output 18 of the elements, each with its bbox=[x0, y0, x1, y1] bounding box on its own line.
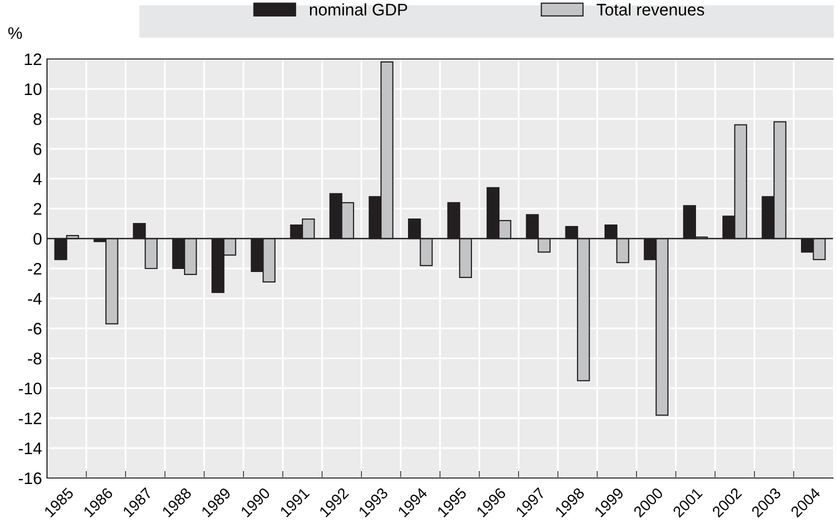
legend-label: Total revenues bbox=[596, 3, 704, 16]
y-tick-label: 4 bbox=[33, 173, 42, 185]
y-tick-label: 0 bbox=[34, 232, 42, 245]
y-tick-label: 2 bbox=[34, 203, 42, 215]
y-tick-label: -12 bbox=[18, 412, 42, 424]
legend-label: nominal GDP bbox=[310, 3, 408, 16]
y-tick-label: -8 bbox=[28, 352, 42, 364]
y-tick-label: -16 bbox=[18, 472, 42, 484]
y-tick-label: 6 bbox=[34, 143, 42, 155]
y-tick-label: 12 bbox=[24, 53, 42, 66]
y-tick-label: 8 bbox=[34, 113, 42, 126]
y-tick-label: -6 bbox=[28, 322, 42, 335]
y-tick-label: -10 bbox=[18, 382, 42, 394]
y-tick-label: 10 bbox=[24, 83, 42, 96]
y-tick-label: -14 bbox=[18, 442, 42, 454]
y-tick-label: -2 bbox=[28, 262, 42, 275]
y-tick-label: -4 bbox=[28, 293, 42, 304]
y-axis-title: % bbox=[8, 27, 22, 39]
